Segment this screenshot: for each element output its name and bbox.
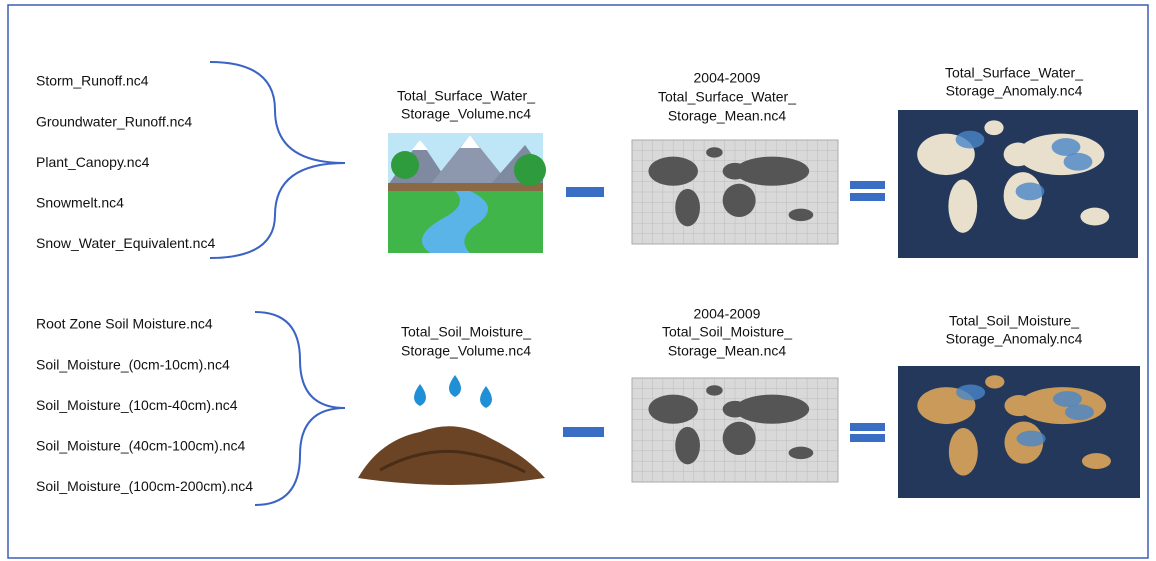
equals-sign [850, 423, 885, 431]
mean-label: 2004-2009 [694, 306, 761, 322]
input-file: Storm_Runoff.nc4 [36, 73, 149, 89]
mean-label: Storage_Mean.nc4 [668, 108, 787, 124]
mean-label: Storage_Mean.nc4 [668, 343, 787, 359]
mean-map [631, 139, 839, 245]
continent [1080, 207, 1110, 226]
input-file: Plant_Canopy.nc4 [36, 154, 150, 170]
landscape-icon [388, 133, 546, 253]
anomaly-patch [1051, 138, 1081, 156]
continent [706, 147, 723, 158]
input-file: Soil_Moisture_(0cm-10cm).nc4 [36, 356, 230, 372]
input-file: Snow_Water_Equivalent.nc4 [36, 235, 215, 251]
anomaly-patch [1064, 404, 1095, 421]
continent [648, 394, 698, 424]
brace [254, 311, 346, 506]
continent [735, 394, 810, 424]
volume-label: Total_Surface_Water_ [397, 88, 535, 104]
continent [706, 385, 723, 396]
continent [1081, 453, 1111, 469]
anomaly-map [898, 366, 1140, 498]
equals-sign [850, 434, 885, 442]
frame [7, 4, 1149, 559]
anomaly-label: Storage_Anomaly.nc4 [946, 331, 1083, 347]
volume-label: Storage_Volume.nc4 [401, 343, 531, 359]
anomaly-patch [1015, 182, 1045, 201]
minus-sign [563, 427, 604, 437]
equals-sign [850, 181, 885, 189]
continent [985, 375, 1005, 389]
anomaly-patch [1016, 430, 1046, 447]
brace [209, 61, 346, 259]
continent [984, 120, 1004, 136]
equals-sign [850, 193, 885, 201]
continent [788, 208, 814, 222]
input-file: Soil_Moisture_(40cm-100cm).nc4 [36, 438, 246, 454]
continent [948, 179, 978, 233]
mean-label: Total_Soil_Moisture_ [662, 324, 792, 340]
maps [631, 110, 1140, 498]
anomaly-label: Total_Soil_Moisture_ [949, 313, 1079, 329]
continent [722, 421, 756, 455]
anomaly-patch [955, 130, 985, 149]
minus-sign [566, 187, 604, 197]
input-file: Groundwater_Runoff.nc4 [36, 113, 192, 129]
volume-label: Total_Soil_Moisture_ [401, 324, 531, 340]
anomaly-label: Storage_Anomaly.nc4 [946, 83, 1083, 99]
mean-label: Total_Surface_Water_ [658, 89, 796, 105]
labels: Total_Surface_Water_ Storage_Volume.nc4 … [36, 65, 1083, 494]
continent [675, 426, 700, 465]
continent [648, 156, 698, 186]
continent [948, 428, 978, 476]
anomaly-label: Total_Surface_Water_ [945, 65, 1083, 81]
anomaly-patch [956, 384, 986, 401]
input-file: Soil_Moisture_(100cm-200cm).nc4 [36, 478, 253, 494]
continent [675, 188, 700, 227]
input-file: Soil_Moisture_(10cm-40cm).nc4 [36, 397, 238, 413]
mean-map [631, 377, 839, 483]
anomaly-patch [1063, 152, 1093, 171]
volume-label: Storage_Volume.nc4 [401, 106, 531, 122]
continent [722, 183, 756, 217]
anomaly-patch [1052, 391, 1082, 407]
anomaly-map [898, 110, 1138, 258]
input-file: Root Zone Soil Moisture.nc4 [36, 316, 213, 332]
continent [735, 156, 810, 186]
continent [788, 446, 814, 460]
mean-label: 2004-2009 [694, 70, 761, 86]
soil-icon [358, 375, 545, 485]
shapes [209, 61, 885, 506]
input-file: Snowmelt.nc4 [36, 195, 124, 211]
